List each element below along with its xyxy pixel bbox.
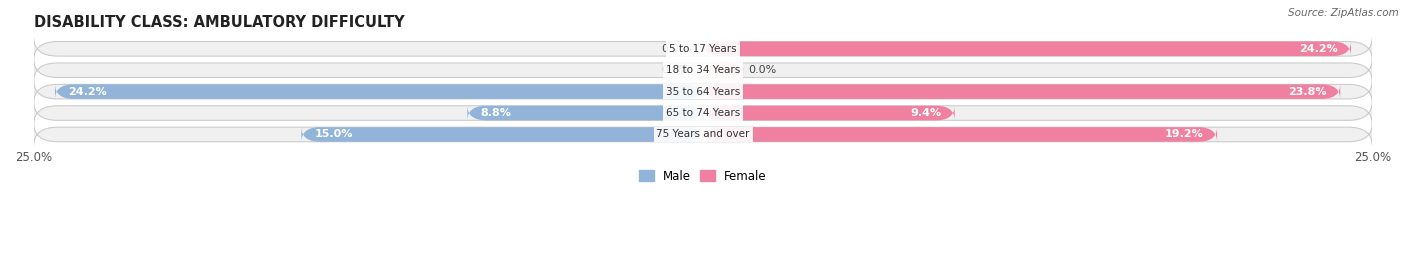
FancyBboxPatch shape xyxy=(55,84,703,99)
FancyBboxPatch shape xyxy=(34,37,1372,61)
FancyBboxPatch shape xyxy=(34,80,1372,104)
FancyBboxPatch shape xyxy=(703,41,1351,56)
Text: 35 to 64 Years: 35 to 64 Years xyxy=(666,87,740,97)
Text: 19.2%: 19.2% xyxy=(1166,129,1204,139)
Text: 23.8%: 23.8% xyxy=(1288,87,1327,97)
Text: Source: ZipAtlas.com: Source: ZipAtlas.com xyxy=(1288,8,1399,18)
Text: 9.4%: 9.4% xyxy=(910,108,942,118)
Text: 65 to 74 Years: 65 to 74 Years xyxy=(666,108,740,118)
Text: 15.0%: 15.0% xyxy=(315,129,353,139)
FancyBboxPatch shape xyxy=(467,105,703,121)
Text: 8.8%: 8.8% xyxy=(481,108,512,118)
FancyBboxPatch shape xyxy=(34,101,1372,125)
Text: 24.2%: 24.2% xyxy=(69,87,107,97)
FancyBboxPatch shape xyxy=(34,122,1372,146)
FancyBboxPatch shape xyxy=(301,127,703,142)
Text: 0.0%: 0.0% xyxy=(661,44,689,54)
Legend: Male, Female: Male, Female xyxy=(634,165,772,187)
FancyBboxPatch shape xyxy=(703,84,1340,99)
Text: 0.0%: 0.0% xyxy=(661,65,689,75)
FancyBboxPatch shape xyxy=(703,63,744,77)
Text: 24.2%: 24.2% xyxy=(1299,44,1337,54)
Text: 0.0%: 0.0% xyxy=(748,65,776,75)
Text: DISABILITY CLASS: AMBULATORY DIFFICULTY: DISABILITY CLASS: AMBULATORY DIFFICULTY xyxy=(34,15,404,30)
Text: 5 to 17 Years: 5 to 17 Years xyxy=(669,44,737,54)
Text: 75 Years and over: 75 Years and over xyxy=(657,129,749,139)
FancyBboxPatch shape xyxy=(34,58,1372,82)
FancyBboxPatch shape xyxy=(703,127,1218,142)
Text: 18 to 34 Years: 18 to 34 Years xyxy=(666,65,740,75)
FancyBboxPatch shape xyxy=(703,105,955,121)
